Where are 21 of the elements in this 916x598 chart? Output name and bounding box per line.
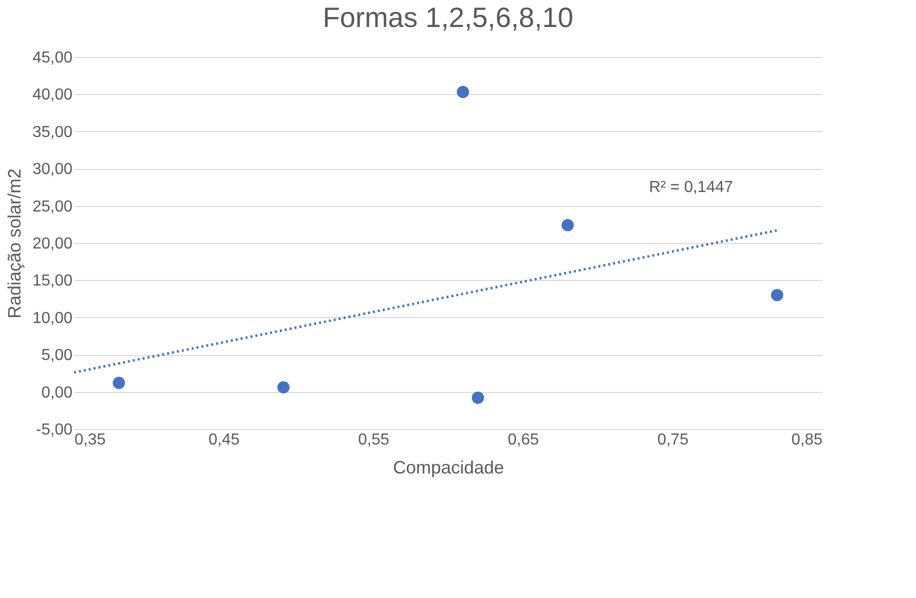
y-tick-label: 20,00 [32,236,73,252]
y-tick-label: 5,00 [41,347,73,364]
y-tick-label: 40,00 [32,86,73,104]
x-tick-label: 0,85 [791,432,823,448]
y-tick-label: 10,00 [32,310,73,327]
chart-title: Formas 1,2,5,6,8,10 [322,2,574,33]
y-tick-label: 35,00 [32,124,73,141]
y-tick-label: 0,00 [41,384,73,402]
x-tick-label: 0,35 [74,432,106,448]
y-tick-label: 30,00 [32,161,73,178]
y-tick-label: 15,00 [32,272,73,290]
y-tick-label: 25,00 [32,198,73,216]
y-axis-title: Radiação solar/m2 [4,168,24,319]
x-tick-label: 0,75 [657,432,689,448]
x-tick-label: 0,65 [508,432,539,448]
y-tick-label: 45,00 [32,50,73,66]
y-tick-label: -5,00 [36,422,73,438]
x-axis-title: Compacidade [392,458,504,478]
x-tick-label: 0,45 [208,432,240,448]
x-tick-label: 0,55 [358,432,390,448]
annotation: R² = 0,1447 [648,179,734,196]
